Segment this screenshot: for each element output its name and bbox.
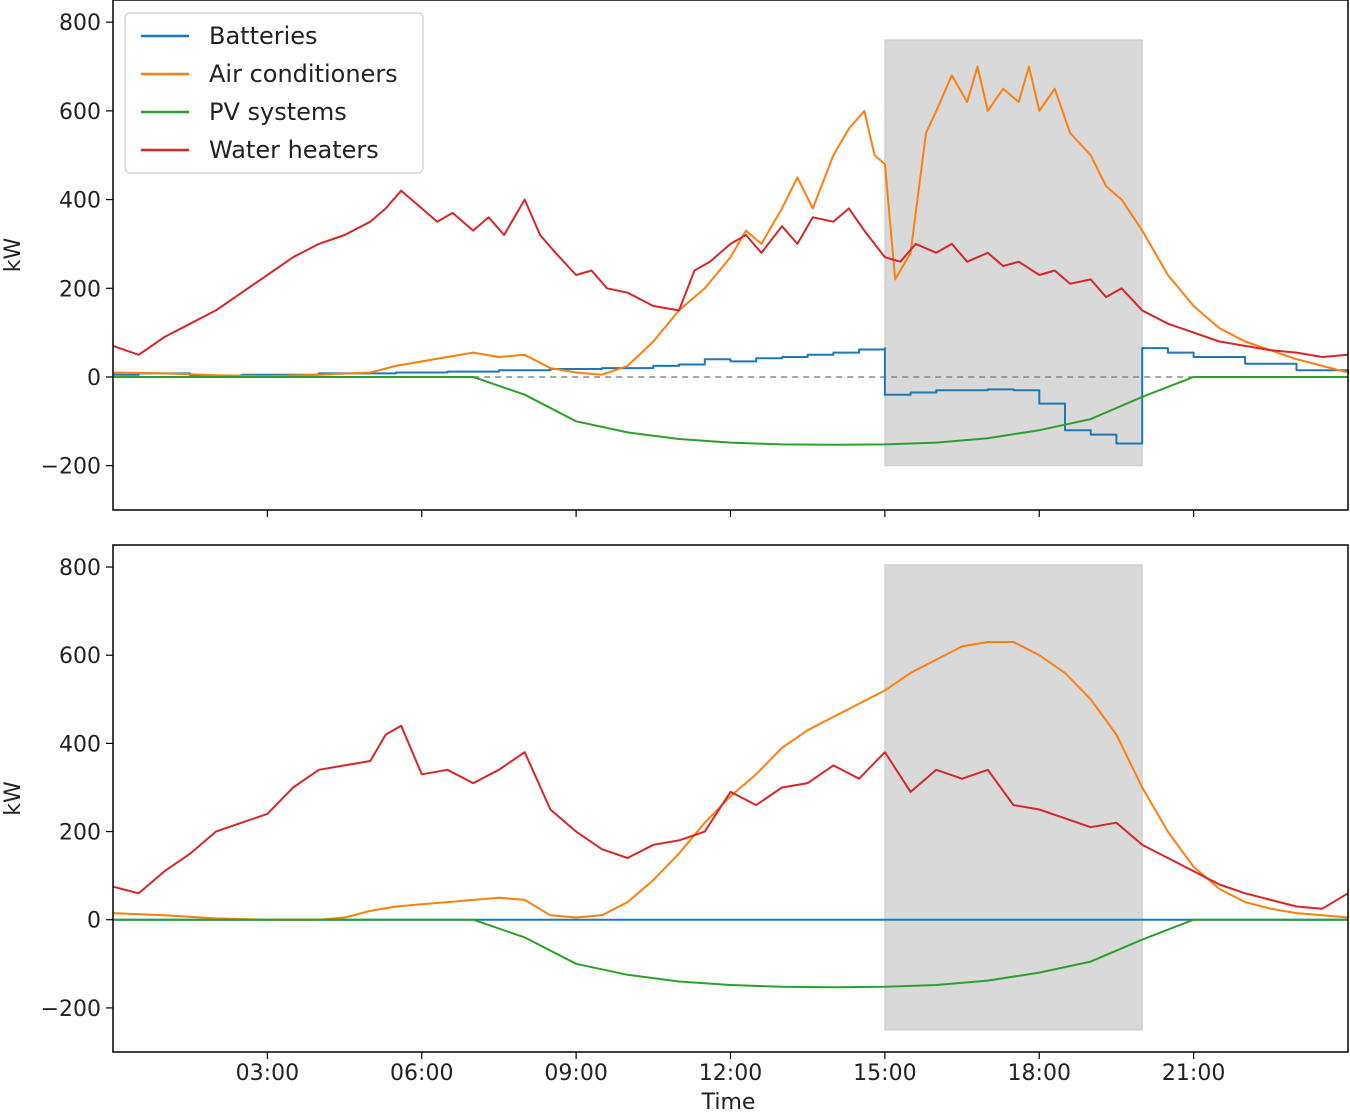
top-series-pv-systems bbox=[113, 376, 1348, 446]
bottom-x-axis-label: Time bbox=[701, 1090, 756, 1112]
bottom-series-lines bbox=[112, 641, 1349, 989]
top-panel: −200 0 200 400 600 800 kW Batteries Air condit… bbox=[1, 0, 1349, 517]
top-series-batteries bbox=[113, 347, 1349, 445]
bottom-shaded-window bbox=[884, 564, 1143, 1031]
top-series-air-conditioners bbox=[112, 65, 1349, 378]
legend-label-pv-systems: PV systems bbox=[209, 98, 347, 126]
top-y-axis-label: kW bbox=[1, 238, 26, 273]
bottom-ytick-label: 600 bbox=[59, 644, 101, 669]
bottom-xtick-label: 15:00 bbox=[853, 1061, 916, 1086]
bottom-series-water-heaters bbox=[112, 724, 1349, 910]
top-ytick-label: 0 bbox=[87, 366, 101, 391]
legend-label-batteries: Batteries bbox=[209, 22, 318, 50]
top-ytick-label: 200 bbox=[59, 277, 101, 302]
top-ytick-label: −200 bbox=[41, 455, 101, 480]
bottom-x-ticks: 03:00 06:00 09:00 12:00 15:00 18:00 21:00 bbox=[236, 1052, 1225, 1086]
top-x-ticks bbox=[266, 510, 1195, 517]
bottom-xtick-label: 03:00 bbox=[236, 1061, 299, 1086]
bottom-series-pv-systems bbox=[113, 918, 1348, 989]
bottom-ytick-label: 800 bbox=[59, 556, 101, 581]
top-ytick-label: 800 bbox=[59, 11, 101, 36]
bottom-ytick-label: −200 bbox=[41, 997, 101, 1022]
bottom-xtick-label: 09:00 bbox=[544, 1061, 607, 1086]
bottom-ytick-label: 400 bbox=[59, 732, 101, 757]
bottom-xtick-label: 06:00 bbox=[390, 1061, 453, 1086]
bottom-panel: −200 0 200 400 600 800 03:00 06:00 09:00 12:00 15… bbox=[1, 544, 1349, 1112]
bottom-y-ticks: −200 0 200 400 600 800 bbox=[41, 556, 113, 1022]
legend-label-air-conditioners: Air conditioners bbox=[209, 60, 398, 88]
top-y-ticks: −200 0 200 400 600 800 bbox=[41, 11, 113, 480]
bottom-xtick-label: 18:00 bbox=[1008, 1061, 1071, 1086]
bottom-axes-frame bbox=[112, 544, 1349, 1053]
top-ytick-label: 400 bbox=[59, 189, 101, 214]
top-series-lines bbox=[112, 65, 1349, 446]
bottom-series-air-conditioners bbox=[112, 641, 1349, 921]
top-shaded-rect bbox=[884, 39, 1143, 467]
bottom-ytick-label: 200 bbox=[59, 821, 101, 846]
bottom-y-axis-label: kW bbox=[1, 781, 26, 816]
bottom-shaded-rect bbox=[884, 564, 1143, 1031]
top-ytick-label: 600 bbox=[59, 100, 101, 125]
top-shaded-window bbox=[884, 39, 1143, 467]
bottom-xtick-label: 21:00 bbox=[1162, 1061, 1225, 1086]
legend: Batteries Air conditioners PV systems Water… bbox=[124, 12, 424, 174]
bottom-xtick-label: 12:00 bbox=[699, 1061, 762, 1086]
legend-label-water-heaters: Water heaters bbox=[209, 136, 379, 164]
bottom-ytick-label: 0 bbox=[87, 909, 101, 934]
top-series-water-heaters bbox=[112, 189, 1349, 358]
legend-box bbox=[124, 12, 424, 174]
